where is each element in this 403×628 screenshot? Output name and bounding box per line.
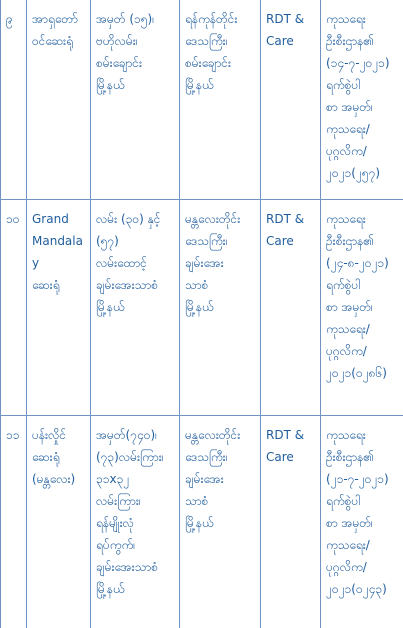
row-number-cell: ၁၀: [0, 199, 27, 416]
row-number-cell: ၁၁: [0, 415, 27, 628]
care-type-cell: RDT & Care: [260, 199, 321, 416]
permit-cell: ကုသရေး ဦးစီးဌာန၏ (၂၄-၈-၂၀၂၁) ရက်စွဲပါ စာ…: [320, 199, 403, 416]
care-type-cell: RDT & Care: [260, 415, 321, 628]
hospital-name-cell: Grand Mandalay ဆေးရုံ: [26, 199, 91, 416]
table-row: ၉ အာရှတော် ဝင်ဆေးရုံ အမှတ် (၁၅)၊ ဗဟိုလမ်…: [0, 0, 403, 200]
region-cell: မန္တလေးတိုင်း ဒေသကြီး၊ ချမ်းအေး သာစံ မြိ…: [179, 199, 261, 416]
hospital-name-cell: အာရှတော် ဝင်ဆေးရုံ: [26, 0, 91, 200]
address-cell: အမှတ် (၁၅)၊ ဗဟိုလမ်း၊ စမ်းချောင်း မြို့န…: [90, 0, 180, 200]
permit-cell: ကုသရေး ဦးစီးဌာန၏ (၁၄-၇-၂၀၂၁) ရက်စွဲပါ စာ…: [320, 0, 403, 200]
care-type-cell: RDT & Care: [260, 0, 321, 200]
region-cell: မန္တလေးတိုင်း ဒေသကြီး၊ ချမ်းအေး သာစံ မြိ…: [179, 415, 261, 628]
table-row: ၁၀ Grand Mandalay ဆေးရုံ လမ်း (၃၀) နှင့်…: [0, 199, 403, 416]
address-cell: အမှတ်(၇၄၀)၊ (၇၃)လမ်းကြား၊ ၃၁x၃၂ လမ်းကြား…: [90, 415, 180, 628]
hospital-name-cell: ပန်းလှိုင် ဆေးရုံ (မန္တလေး): [26, 415, 91, 628]
region-cell: ရန်ကုန်တိုင်း ဒေသကြီး၊ စမ်းချောင်း မြို့…: [179, 0, 261, 200]
permit-cell: ကုသရေး ဦးစီးဌာန၏ (၂၁-၇-၂၀၂၁) ရက်စွဲပါ စာ…: [320, 415, 403, 628]
table-row: ၁၁ ပန်းလှိုင် ဆေးရုံ (မန္တလေး) အမှတ်(၇၄၀…: [0, 415, 403, 628]
row-number-cell: ၉: [0, 0, 27, 200]
address-cell: လမ်း (၃၀) နှင့် (၅၇) လမ်းထောင့် ချမ်းအေး…: [90, 199, 180, 416]
